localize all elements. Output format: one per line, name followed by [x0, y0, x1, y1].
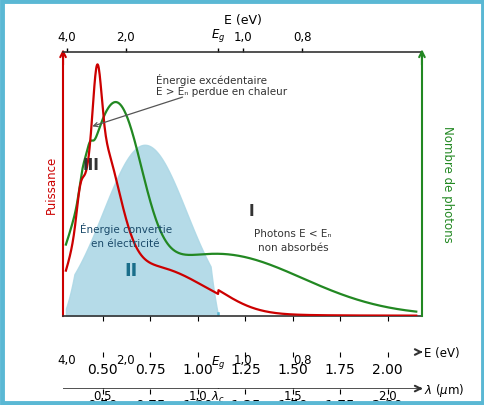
Text: Photons E < Eₙ
non absorbés: Photons E < Eₙ non absorbés — [254, 229, 331, 253]
Text: III: III — [83, 158, 100, 173]
Text: 0,5: 0,5 — [93, 389, 112, 402]
Text: Énergie convertie
en électricité: Énergie convertie en électricité — [79, 223, 171, 249]
Text: $\lambda$ ($\mu$m): $\lambda$ ($\mu$m) — [423, 381, 463, 398]
Text: 2,0: 2,0 — [378, 389, 396, 402]
Text: 1,5: 1,5 — [283, 389, 302, 402]
Text: 1,0: 1,0 — [188, 389, 207, 402]
Y-axis label: Nombre de photons: Nombre de photons — [440, 126, 454, 243]
Text: 1,0: 1,0 — [234, 353, 252, 366]
Text: $\lambda_c$: $\lambda_c$ — [211, 389, 225, 404]
Text: 2,0: 2,0 — [116, 353, 135, 366]
Text: 0,8: 0,8 — [292, 353, 311, 366]
Y-axis label: Puissance: Puissance — [45, 155, 58, 213]
X-axis label: E (eV): E (eV) — [223, 14, 261, 27]
Text: Énergie excédentaire
E > Eₙ perdue en chaleur: Énergie excédentaire E > Eₙ perdue en ch… — [93, 73, 287, 127]
Text: II: II — [124, 262, 138, 280]
Text: E (eV): E (eV) — [423, 346, 459, 359]
Text: 4,0: 4,0 — [58, 353, 76, 366]
Text: I: I — [248, 203, 253, 218]
Text: $E_g$: $E_g$ — [211, 353, 225, 370]
